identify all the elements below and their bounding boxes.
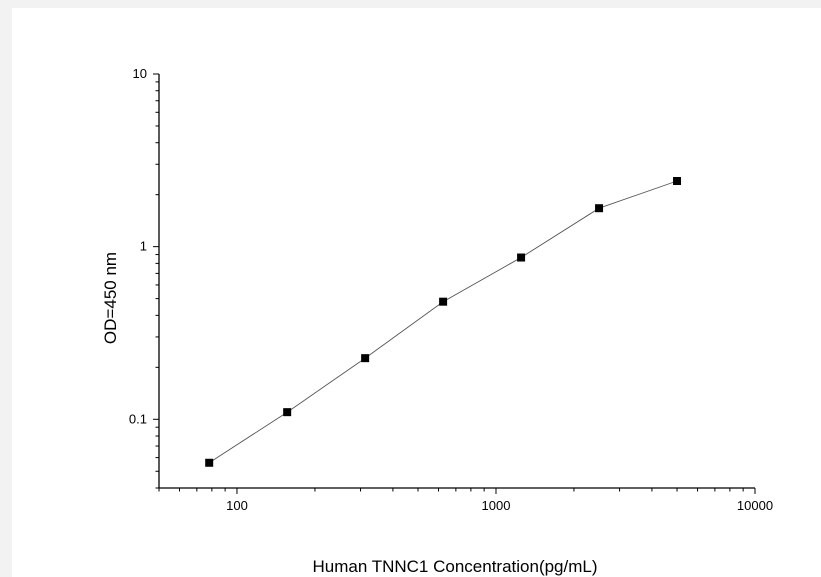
y-tick-label: 1: [140, 239, 147, 254]
x-tick-label: 100: [226, 498, 248, 513]
x-tick-label: 10000: [737, 498, 773, 513]
y-axis-title: OD=450 nm: [101, 252, 120, 344]
data-point: [673, 177, 682, 186]
x-tick-label: 1000: [482, 498, 511, 513]
data-point: [595, 204, 604, 213]
chart: 100 1000 10000 0.1 1 10 OD=450 nm Human TNNC1…: [101, 66, 773, 576]
axes: 100 1000 10000 0.1 1 10: [129, 66, 773, 513]
x-axis-title: Human TNNC1 Concentration(pg/mL): [312, 557, 597, 576]
y-tick-label: 0.1: [129, 411, 147, 426]
data-point: [205, 458, 214, 467]
data-point: [517, 253, 526, 262]
chart-frame: 100 1000 10000 0.1 1 10 OD=450 nm Human TNNC1…: [12, 8, 821, 577]
series-line: [208, 180, 678, 464]
data-point: [283, 408, 292, 417]
data-point: [439, 297, 448, 306]
data-point: [361, 354, 370, 363]
y-tick-label: 10: [133, 66, 147, 81]
plot-area: [205, 177, 682, 467]
